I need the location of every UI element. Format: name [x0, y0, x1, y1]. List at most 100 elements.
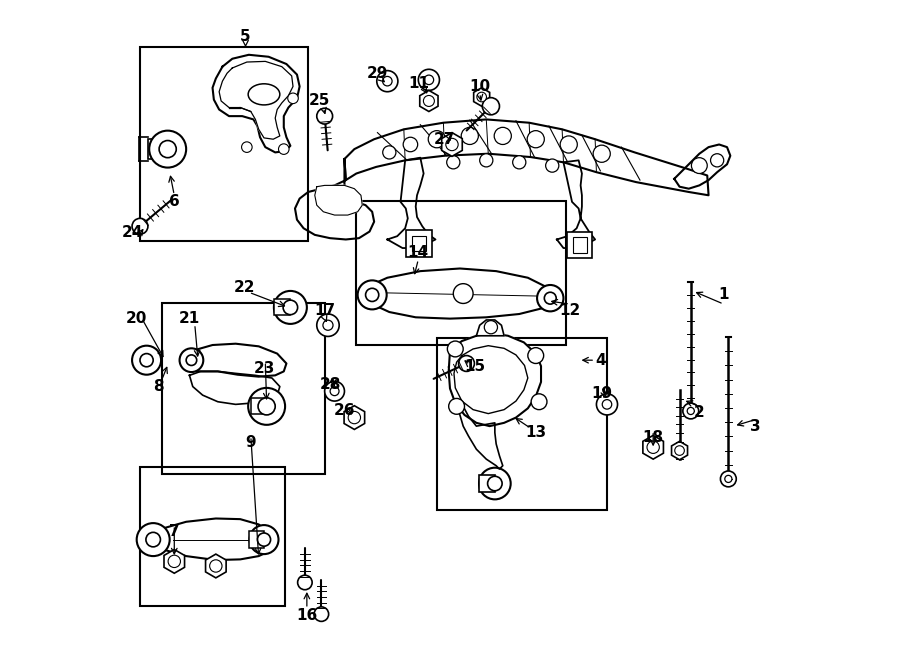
Circle shape: [454, 284, 473, 303]
Bar: [274, 299, 291, 315]
Circle shape: [274, 291, 307, 324]
Text: 29: 29: [367, 65, 388, 81]
Polygon shape: [674, 145, 730, 188]
Circle shape: [593, 145, 610, 163]
Polygon shape: [344, 406, 364, 430]
Bar: [436, 338, 607, 510]
Text: 13: 13: [526, 425, 546, 440]
Circle shape: [494, 128, 511, 145]
Text: 23: 23: [253, 361, 274, 375]
Circle shape: [241, 142, 252, 153]
Polygon shape: [671, 442, 688, 460]
Text: 28: 28: [320, 377, 340, 392]
Circle shape: [278, 144, 289, 155]
Text: 5: 5: [240, 30, 251, 44]
Circle shape: [403, 137, 418, 152]
Polygon shape: [643, 436, 663, 459]
Polygon shape: [419, 91, 438, 112]
Text: 20: 20: [126, 311, 148, 326]
Circle shape: [186, 355, 197, 366]
Bar: [567, 231, 592, 258]
Polygon shape: [442, 133, 463, 157]
Bar: [249, 531, 264, 548]
Bar: [412, 235, 426, 251]
Circle shape: [480, 154, 493, 167]
Circle shape: [560, 136, 577, 153]
Text: 8: 8: [153, 379, 164, 394]
Polygon shape: [387, 158, 436, 248]
Circle shape: [132, 218, 148, 234]
Circle shape: [377, 71, 398, 92]
Circle shape: [168, 555, 181, 568]
Text: 25: 25: [309, 93, 330, 108]
Circle shape: [597, 394, 617, 415]
Circle shape: [424, 75, 434, 85]
Polygon shape: [370, 268, 554, 319]
Circle shape: [531, 394, 547, 410]
Circle shape: [675, 446, 684, 455]
Circle shape: [357, 280, 387, 309]
Circle shape: [132, 346, 161, 375]
Circle shape: [348, 411, 361, 424]
Circle shape: [720, 471, 736, 487]
Text: 26: 26: [334, 403, 356, 418]
Circle shape: [544, 292, 556, 304]
Circle shape: [284, 300, 298, 315]
Circle shape: [137, 523, 170, 556]
Circle shape: [428, 131, 446, 148]
Text: 14: 14: [408, 245, 429, 260]
Polygon shape: [449, 333, 541, 426]
Circle shape: [146, 532, 160, 547]
Circle shape: [210, 560, 222, 572]
Bar: [162, 303, 325, 474]
Polygon shape: [557, 161, 595, 248]
Circle shape: [647, 441, 660, 453]
Text: 24: 24: [122, 225, 143, 241]
Circle shape: [459, 356, 474, 371]
Text: 18: 18: [643, 430, 663, 445]
Circle shape: [527, 131, 544, 148]
Circle shape: [314, 607, 328, 621]
Polygon shape: [205, 554, 226, 578]
Polygon shape: [219, 61, 293, 139]
Polygon shape: [315, 185, 363, 215]
Text: 11: 11: [409, 75, 429, 91]
Circle shape: [724, 475, 732, 483]
Circle shape: [484, 321, 498, 334]
Circle shape: [180, 348, 203, 372]
Ellipse shape: [248, 84, 280, 105]
Polygon shape: [473, 88, 490, 106]
Text: 17: 17: [314, 303, 335, 318]
Polygon shape: [456, 407, 503, 469]
Circle shape: [683, 403, 698, 419]
Bar: [407, 230, 431, 256]
Circle shape: [317, 108, 333, 124]
Circle shape: [382, 77, 392, 86]
Circle shape: [149, 131, 186, 168]
Text: 1: 1: [718, 287, 729, 301]
Text: 4: 4: [595, 353, 606, 368]
Circle shape: [461, 128, 479, 145]
Polygon shape: [212, 55, 300, 153]
Circle shape: [249, 525, 278, 554]
Circle shape: [159, 141, 176, 158]
Polygon shape: [295, 159, 374, 239]
Circle shape: [447, 341, 464, 357]
Circle shape: [513, 156, 526, 169]
Polygon shape: [164, 549, 184, 573]
Polygon shape: [476, 320, 504, 336]
Circle shape: [317, 314, 339, 336]
Circle shape: [258, 398, 275, 415]
Circle shape: [477, 92, 487, 102]
Circle shape: [382, 146, 396, 159]
Text: 10: 10: [469, 79, 491, 94]
Circle shape: [537, 285, 563, 311]
Circle shape: [545, 159, 559, 173]
Text: 6: 6: [169, 194, 180, 210]
Circle shape: [479, 468, 510, 499]
Circle shape: [248, 388, 285, 425]
Text: 7: 7: [169, 524, 180, 539]
Circle shape: [323, 320, 333, 330]
Text: 12: 12: [560, 303, 580, 318]
Bar: [479, 475, 495, 492]
